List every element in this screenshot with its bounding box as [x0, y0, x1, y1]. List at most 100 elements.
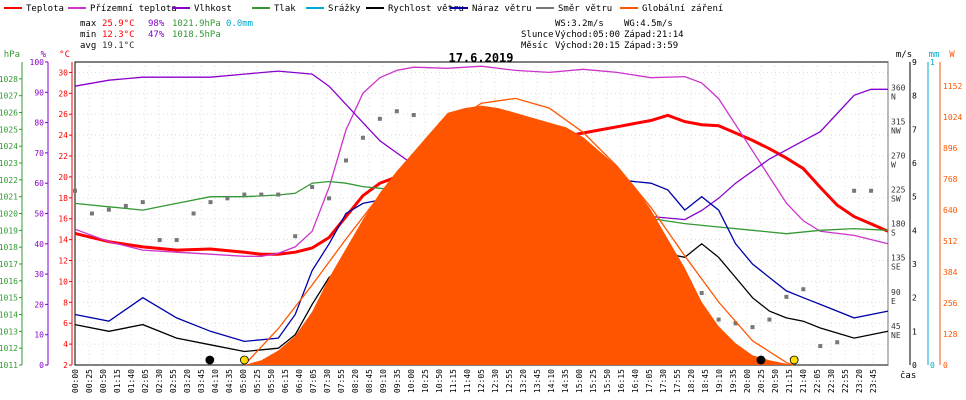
wind-dir-point: [327, 196, 332, 201]
axis-temp-tick-label: 16: [58, 215, 68, 224]
axis-temp-tick-label: 22: [58, 152, 68, 161]
legend-label: Tlak: [274, 4, 296, 14]
x-tick-label: 07:30: [323, 369, 332, 393]
x-tick-label: 02:05: [141, 369, 150, 393]
x-tick-label: 05:50: [267, 369, 276, 393]
wind-dir-point: [310, 184, 315, 189]
wind-dir-point: [801, 287, 806, 292]
stat-max-hum: 98%: [148, 19, 165, 29]
axis-temp-tick-label: 8: [63, 298, 68, 307]
axis-hpa-label: hPa: [4, 50, 20, 60]
wind-dir-point: [835, 340, 840, 345]
x-tick-label: 00:50: [99, 369, 108, 393]
x-tick-label: 17:55: [673, 369, 682, 393]
series-slune-n-k-ivka: [243, 97, 794, 366]
x-tick-label: 05:00: [239, 369, 248, 393]
axis-dir-tick-label: 315: [891, 117, 906, 126]
x-tick-label: 06:15: [281, 369, 290, 393]
marker-sunset: [789, 355, 799, 365]
axis-wind-tick-label: 5: [912, 193, 917, 202]
axis-wind-tick-label: 8: [912, 92, 917, 101]
axis-temp-tick-label: 26: [58, 110, 68, 119]
x-tick-label: 15:50: [603, 369, 612, 393]
x-tick-label: 22:55: [841, 369, 850, 393]
axis-dir-tick-sub: SE: [891, 263, 901, 272]
x-tick-label: 23:20: [855, 369, 864, 393]
stat-max-rain: 0.0mm: [226, 19, 253, 29]
axis-dir-tick-sub: NW: [891, 126, 901, 135]
axis-hpa-tick-label: 1012: [0, 344, 18, 353]
axis-hpa-tick-label: 1023: [0, 159, 18, 168]
axis-rain-tick-label: 1: [930, 58, 935, 67]
x-tick-label: 02:30: [155, 369, 164, 393]
x-tick-label: 08:20: [351, 369, 360, 393]
x-tick-label: 16:15: [617, 369, 626, 393]
wind-dir-point: [140, 200, 145, 205]
wind-dir-point: [106, 207, 111, 212]
x-tick-label: 13:45: [533, 369, 542, 393]
x-tick-label: 21:15: [785, 369, 794, 393]
axis-hpa-tick-label: 1017: [0, 260, 18, 269]
x-tick-label: 18:45: [701, 369, 710, 393]
wind-dir-point: [733, 321, 738, 326]
x-tick-label: 11:15: [449, 369, 458, 393]
axis-rain-label: mm: [929, 50, 940, 60]
marker-moonset: [205, 355, 215, 365]
axis-dir-tick-sub: E: [891, 297, 896, 306]
x-tick-label: 17:30: [659, 369, 668, 393]
legend-label: Vlhkost: [194, 4, 232, 14]
axis-hpa-tick-label: 1024: [0, 142, 18, 151]
x-tick-label: 04:10: [211, 369, 220, 393]
stat-max-label: max: [80, 19, 97, 29]
axis-pct-label: %: [41, 50, 47, 60]
axis-dir-tick-sub: NE: [891, 331, 901, 340]
x-tick-label: 22:05: [813, 369, 822, 393]
moon-rise: Východ:20:15: [555, 41, 620, 51]
x-tick-label: 10:50: [435, 369, 444, 393]
sun-set: Západ:21:14: [624, 30, 684, 40]
x-tick-label: 09:35: [393, 369, 402, 393]
axis-pct-tick-label: 100: [30, 58, 45, 67]
wind-dir-point: [276, 192, 281, 197]
sun-label: Slunce: [521, 30, 554, 40]
x-tick-label: 12:30: [491, 369, 500, 393]
wind-dir-point: [293, 234, 298, 239]
wind-dir-point: [767, 317, 772, 322]
x-tick-label: 08:45: [365, 369, 374, 393]
wind-dir-point: [411, 113, 416, 118]
axis-temp-tick-label: 2: [63, 361, 68, 370]
axis-rain-tick-label: 0: [930, 361, 935, 370]
wind-dir-point: [394, 109, 399, 114]
x-tick-label: 03:45: [197, 369, 206, 393]
x-tick-label: 14:35: [561, 369, 570, 393]
axis-hpa-tick-label: 1018: [0, 243, 18, 252]
stat-avg-temp: 19.1°C: [102, 41, 135, 51]
x-tick-label: 18:20: [687, 369, 696, 393]
axis-rad-tick-label: 1152: [943, 82, 962, 91]
stat-min-hum: 47%: [148, 30, 165, 40]
legend-label: Srážky: [328, 4, 361, 14]
axis-wind-tick-label: 7: [912, 125, 917, 134]
x-tick-label: 06:40: [295, 369, 304, 393]
axis-wind-tick-label: 0: [912, 361, 917, 370]
axis-pct-tick-label: 70: [34, 149, 44, 158]
axis-pct-tick-label: 50: [34, 210, 44, 219]
axis-hpa-tick-label: 1019: [0, 226, 18, 235]
stat-min-press: 1018.5hPa: [172, 30, 221, 40]
wind-dir-point: [89, 211, 94, 216]
axis-pct-tick-label: 10: [34, 331, 44, 340]
axis-hpa-tick-label: 1027: [0, 92, 18, 101]
axis-rad-tick-label: 384: [943, 268, 958, 277]
axis-wind-tick-label: 9: [912, 58, 917, 67]
x-axis-label: čas: [900, 370, 916, 381]
marker-sunrise: [239, 355, 249, 365]
series-glob-ln-z-en-: [244, 105, 794, 365]
axis-dir-label: m/s: [896, 50, 912, 60]
axis-hpa-tick-label: 1016: [0, 277, 18, 286]
axis-wind-tick-label: 2: [912, 294, 917, 303]
axis-temp-tick-label: 6: [63, 319, 68, 328]
x-tick-label: 07:55: [337, 369, 346, 393]
legend-label: Teplota: [26, 4, 64, 14]
axis-rad-tick-label: 128: [943, 330, 958, 339]
wind-dir-point: [191, 211, 196, 216]
